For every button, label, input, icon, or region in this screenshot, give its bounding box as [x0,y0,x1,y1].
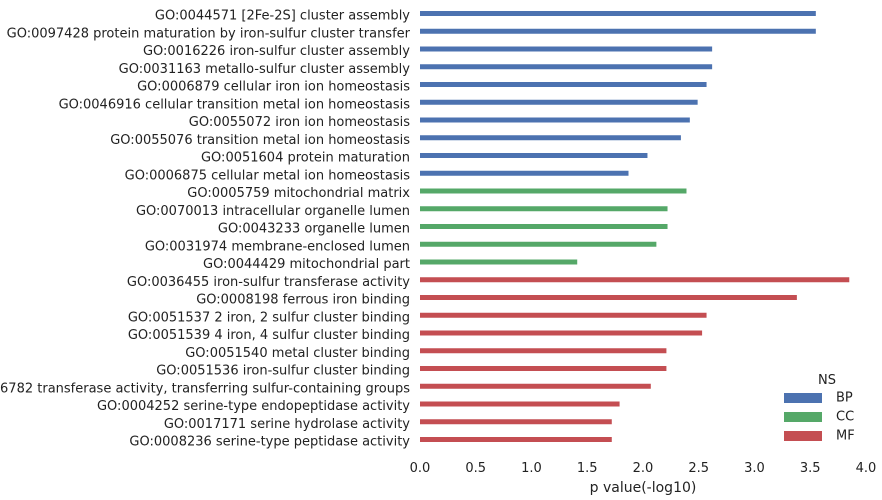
bars-layer [420,11,850,442]
y-tick-label: GO:0051540 metal cluster binding [185,346,410,361]
y-tick-label: GO:0044571 [2Fe-2S] cluster assembly [155,9,410,24]
y-tick-label: GO:0043233 organelle lumen [218,222,410,237]
x-tick-label: 3.0 [744,461,765,476]
legend-label: BP [836,391,853,406]
y-tick-label: GO:0017171 serine hydrolase activity [164,417,410,432]
legend-title: NS [818,373,836,388]
y-tick-label: GO:0031974 membrane-enclosed lumen [145,239,410,254]
y-tick-label: GO:0016226 iron-sulfur cluster assembly [143,44,410,59]
x-tick-label: 0.0 [410,461,431,476]
y-tick-label: GO:0008236 serine-type peptidase activit… [129,435,410,450]
x-tick-label: 0.5 [465,461,486,476]
y-tick-label: GO:0097428 protein maturation by iron-su… [7,26,411,41]
y-tick-label: GO:0070013 intracellular organelle lumen [136,204,410,219]
legend-swatch [784,431,822,441]
bar [420,64,713,70]
bar [420,348,667,354]
bar [420,82,707,87]
legend-entry: BP [784,391,853,406]
bar [420,28,816,34]
bar [420,277,850,283]
legend-entry: CC [784,410,854,425]
x-tick-label: 4.0 [856,461,877,476]
bar [420,437,612,442]
y-tick-label: GO:0051604 protein maturation [201,151,410,166]
y-tick-label: GO:0004252 serine-type endopeptidase act… [97,399,410,414]
legend-label: CC [836,410,854,425]
y-tick-label: GO:0008198 ferrous iron binding [196,293,410,308]
y-tick-label: GO:0051539 4 iron, 4 sulfur cluster bind… [128,328,410,343]
bar [420,295,797,300]
y-tick-label: GO:0016782 transferase activity, transfe… [0,381,410,396]
y-tick-label: GO:0051536 iron-sulfur cluster binding [156,364,410,379]
bar [420,46,713,52]
y-tick-label: GO:0055076 transition metal ion homeosta… [110,133,410,148]
bar [420,99,698,105]
bar [420,312,707,318]
bar [420,153,648,158]
legend-swatch [784,412,822,422]
y-tick-label: GO:0046916 cellular transition metal ion… [59,97,411,112]
bar [420,11,816,16]
bar [420,401,620,407]
bar [420,330,703,336]
x-tick-label: 3.5 [800,461,821,476]
bar [420,259,578,265]
x-axis-ticks: 0.0 0.5 1.0 1.5 2.0 2.5 3.0 3.5 4.0 [410,461,877,476]
legend-swatch [784,393,822,403]
bar [420,419,612,425]
legend: NS BP CC MF [784,373,855,444]
legend-entries: BP CC MF [784,391,855,444]
y-tick-label: GO:0051537 2 iron, 2 sulfur cluster bind… [128,310,410,325]
bar [420,188,687,194]
bar [420,366,667,371]
bar [420,383,651,389]
bar [420,224,668,229]
x-axis-label: p value(-log10) [590,480,697,496]
y-tick-label: GO:0005759 mitochondrial matrix [187,186,410,201]
x-tick-label: 1.5 [577,461,598,476]
y-tick-label: GO:0006875 cellular metal ion homeostasi… [125,168,411,183]
y-axis-labels: GO:0044571 [2Fe-2S] cluster assembly GO:0… [0,9,411,450]
bar [420,170,629,176]
x-tick-label: 2.0 [633,461,654,476]
y-tick-label: GO:0036455 iron-sulfur transferase activ… [127,275,410,290]
y-tick-label: GO:0055072 iron ion homeostasis [189,115,410,130]
y-tick-label: GO:0006879 cellular iron ion homeostasis [137,80,410,95]
bar [420,117,690,123]
bar [420,241,657,247]
bar [420,135,681,141]
legend-entry: MF [784,429,855,444]
y-tick-label: GO:0031163 metallo-sulfur cluster assemb… [119,62,411,77]
bar [420,206,668,212]
x-tick-label: 2.5 [688,461,709,476]
legend-label: MF [836,429,855,444]
y-tick-label: GO:0044429 mitochondrial part [203,257,410,272]
x-tick-label: 1.0 [521,461,542,476]
